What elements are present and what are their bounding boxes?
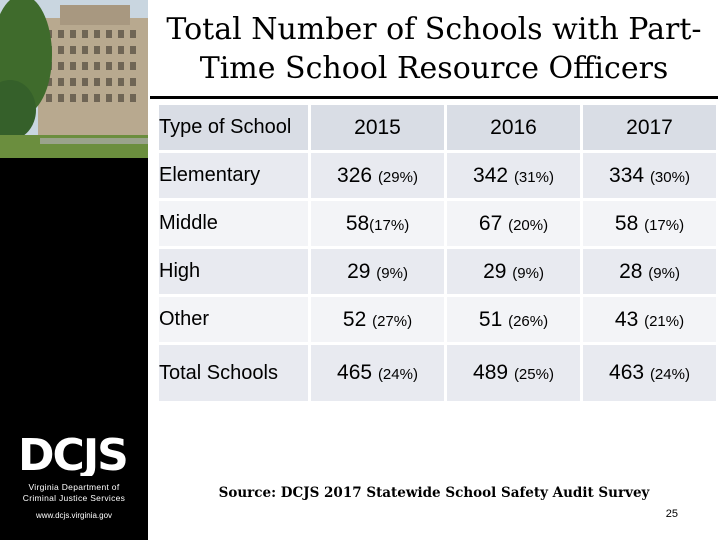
table-row-total: Total Schools 465 (24%) 489 (25%) 463 (2… bbox=[159, 345, 716, 401]
cell: 51 (26%) bbox=[447, 297, 580, 342]
dcjs-logo: DCJS bbox=[18, 430, 132, 481]
cell: 43 (21%) bbox=[583, 297, 716, 342]
row-label: Total Schools bbox=[159, 345, 308, 401]
building-photo bbox=[0, 0, 148, 158]
header-2017: 2017 bbox=[583, 105, 716, 150]
table-row: Elementary 326 (29%) 342 (31%) 334 (30%) bbox=[159, 153, 716, 198]
svg-text:DCJS: DCJS bbox=[18, 430, 127, 476]
count: 463 bbox=[609, 361, 645, 384]
percent: (9%) bbox=[512, 264, 544, 282]
cell: 67 (20%) bbox=[447, 201, 580, 246]
cell: 463 (24%) bbox=[583, 345, 716, 401]
count: 342 bbox=[473, 163, 509, 187]
percent: (27%) bbox=[372, 312, 413, 330]
cell: 29 (9%) bbox=[447, 249, 580, 294]
count: 67 bbox=[478, 211, 503, 235]
count: 52 bbox=[342, 307, 367, 331]
percent: (26%) bbox=[508, 312, 549, 330]
agency-url[interactable]: www.dcjs.virginia.gov bbox=[35, 511, 113, 520]
percent: (24%) bbox=[377, 366, 418, 383]
count: 51 bbox=[478, 307, 503, 331]
cell: 58 (17%) bbox=[583, 201, 716, 246]
percent: (9%) bbox=[648, 264, 680, 282]
title-divider bbox=[150, 96, 718, 99]
page-number: 25 bbox=[665, 508, 678, 520]
table-row: Other 52 (27%) 51 (26%) 43 (21%) bbox=[159, 297, 716, 342]
row-label: Middle bbox=[159, 201, 308, 246]
cell: 326 (29%) bbox=[311, 153, 444, 198]
row-label: Elementary bbox=[159, 153, 308, 198]
count: 43 bbox=[614, 307, 639, 331]
percent: (31%) bbox=[513, 168, 554, 186]
cell: 29 (9%) bbox=[311, 249, 444, 294]
percent: (29%) bbox=[377, 168, 418, 186]
cell: 52 (27%) bbox=[311, 297, 444, 342]
header-2016: 2016 bbox=[447, 105, 580, 150]
slide-title: Total Number of Schools with Part-Time S… bbox=[166, 12, 702, 86]
percent: (17%) bbox=[644, 216, 685, 234]
header-2015: 2015 bbox=[311, 105, 444, 150]
row-label: High bbox=[159, 249, 308, 294]
percent: (9%) bbox=[376, 264, 408, 282]
schools-table: Type of School 2015 2016 2017 Elementary… bbox=[156, 102, 719, 404]
percent: (17%) bbox=[369, 216, 410, 234]
row-label: Other bbox=[159, 297, 308, 342]
table-header-row: Type of School 2015 2016 2017 bbox=[159, 105, 716, 150]
count: 29 bbox=[347, 259, 371, 283]
sidebar: DCJS Virginia Department of Criminal Jus… bbox=[0, 0, 148, 540]
table-row: Middle 58(17%) 67 (20%) 58 (17%) bbox=[159, 201, 716, 246]
table-row: High 29 (9%) 29 (9%) 28 (9%) bbox=[159, 249, 716, 294]
count: 334 bbox=[609, 163, 645, 187]
cell: 489 (25%) bbox=[447, 345, 580, 401]
cell: 28 (9%) bbox=[583, 249, 716, 294]
cell: 334 (30%) bbox=[583, 153, 716, 198]
cell: 465 (24%) bbox=[311, 345, 444, 401]
cell: 58(17%) bbox=[311, 201, 444, 246]
percent: (20%) bbox=[508, 216, 549, 234]
count: 29 bbox=[483, 259, 507, 283]
count: 326 bbox=[337, 163, 373, 187]
percent: (24%) bbox=[649, 366, 690, 383]
agency-line-1: Virginia Department of bbox=[28, 482, 120, 492]
cell: 342 (31%) bbox=[447, 153, 580, 198]
count: 489 bbox=[473, 361, 509, 384]
count: 465 bbox=[337, 361, 373, 384]
agency-line-2: Criminal Justice Services bbox=[22, 493, 126, 503]
percent: (21%) bbox=[644, 312, 685, 330]
agency-name: Virginia Department of Criminal Justice … bbox=[0, 482, 148, 504]
count: 58 bbox=[614, 211, 639, 235]
percent: (30%) bbox=[649, 168, 690, 186]
source-note: Source: DCJS 2017 Statewide School Safet… bbox=[218, 485, 650, 501]
percent: (25%) bbox=[513, 366, 554, 383]
count: 58 bbox=[345, 211, 370, 235]
header-type: Type of School bbox=[159, 105, 308, 150]
count: 28 bbox=[619, 259, 643, 283]
